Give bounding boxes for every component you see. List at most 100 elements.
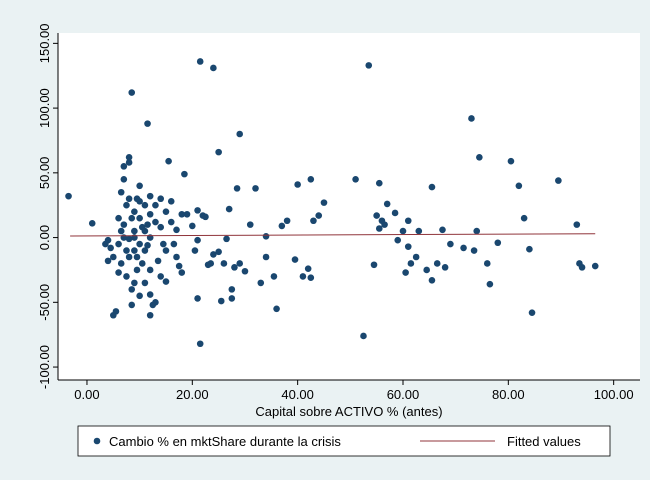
data-point bbox=[144, 120, 151, 127]
data-point bbox=[88, 220, 96, 227]
data-point bbox=[483, 260, 491, 267]
data-point bbox=[407, 260, 415, 267]
y-tick-label: 50.00 bbox=[37, 157, 52, 190]
y-tick-label: 0.00 bbox=[37, 225, 52, 250]
data-point bbox=[162, 208, 170, 215]
data-point bbox=[223, 235, 230, 243]
data-point bbox=[515, 182, 523, 190]
data-point bbox=[189, 222, 196, 230]
data-point bbox=[315, 212, 323, 219]
x-axis-title: Capital sobre ACTIVO % (antes) bbox=[255, 404, 442, 419]
data-point bbox=[204, 261, 212, 269]
data-point bbox=[152, 201, 159, 209]
data-point bbox=[262, 232, 270, 240]
data-point bbox=[125, 195, 133, 203]
data-point bbox=[236, 260, 244, 267]
data-point bbox=[373, 212, 380, 219]
data-point bbox=[152, 218, 159, 226]
data-point bbox=[178, 269, 186, 276]
legend-marker bbox=[93, 437, 101, 445]
data-point bbox=[299, 273, 307, 280]
data-point bbox=[404, 217, 412, 225]
x-tick-label: 0.00 bbox=[74, 387, 99, 402]
data-point bbox=[578, 264, 586, 271]
data-point bbox=[117, 227, 125, 235]
data-point bbox=[157, 195, 165, 203]
data-point bbox=[115, 240, 122, 248]
data-point bbox=[257, 279, 265, 287]
data-point bbox=[136, 182, 143, 190]
data-point bbox=[447, 240, 454, 248]
data-point bbox=[136, 292, 143, 300]
data-point bbox=[591, 262, 599, 270]
data-point bbox=[415, 227, 423, 235]
data-point bbox=[146, 291, 154, 298]
data-point bbox=[141, 247, 149, 254]
data-point bbox=[378, 217, 386, 225]
data-point bbox=[194, 207, 201, 214]
data-point bbox=[196, 340, 204, 348]
data-point bbox=[228, 295, 236, 302]
data-point bbox=[370, 261, 378, 269]
data-point bbox=[120, 221, 128, 228]
data-point bbox=[128, 301, 136, 309]
data-point bbox=[291, 256, 299, 263]
data-point bbox=[149, 301, 157, 309]
data-point bbox=[220, 260, 228, 267]
data-point bbox=[555, 177, 562, 184]
data-point bbox=[146, 266, 154, 274]
data-point bbox=[133, 253, 141, 261]
x-tick-label: 60.00 bbox=[387, 387, 420, 402]
data-point bbox=[194, 236, 201, 244]
legend-label: Fitted values bbox=[507, 434, 581, 449]
data-point bbox=[183, 210, 191, 218]
y-tick-label: 100.00 bbox=[37, 88, 52, 128]
data-point bbox=[160, 240, 167, 248]
data-point bbox=[136, 240, 143, 248]
data-point bbox=[196, 58, 204, 65]
data-point bbox=[115, 214, 122, 222]
data-point bbox=[157, 223, 165, 231]
data-point bbox=[394, 236, 402, 244]
y-tick-label: 150.00 bbox=[37, 23, 52, 63]
data-point bbox=[117, 188, 125, 196]
data-point bbox=[138, 260, 146, 267]
data-point bbox=[307, 176, 315, 183]
data-point bbox=[439, 226, 446, 234]
data-point bbox=[146, 210, 154, 218]
data-point bbox=[170, 240, 178, 248]
data-point bbox=[162, 247, 170, 254]
data-point bbox=[123, 247, 130, 254]
data-point bbox=[131, 279, 138, 287]
data-point bbox=[178, 210, 186, 218]
data-point bbox=[120, 176, 128, 183]
data-point bbox=[352, 176, 359, 183]
data-point bbox=[225, 205, 233, 213]
legend-label: Cambio % en mktShare durante la crisis bbox=[109, 434, 341, 449]
data-point bbox=[136, 214, 143, 222]
data-point bbox=[117, 260, 125, 267]
data-point bbox=[278, 222, 286, 230]
data-point bbox=[125, 159, 133, 166]
data-point bbox=[262, 253, 270, 261]
data-point bbox=[404, 243, 412, 250]
data-point bbox=[173, 253, 180, 261]
data-point bbox=[365, 62, 373, 69]
data-point bbox=[210, 251, 217, 258]
data-point bbox=[310, 217, 317, 225]
data-point bbox=[120, 234, 128, 241]
data-point bbox=[241, 267, 249, 275]
data-point bbox=[486, 280, 494, 288]
data-point bbox=[375, 179, 383, 187]
data-point bbox=[360, 332, 367, 340]
data-point bbox=[273, 305, 280, 313]
data-point bbox=[165, 157, 172, 165]
data-point bbox=[526, 245, 533, 253]
data-point bbox=[175, 262, 183, 270]
data-point bbox=[520, 214, 528, 222]
data-point bbox=[167, 218, 175, 226]
data-point bbox=[476, 153, 483, 161]
data-point bbox=[162, 278, 170, 285]
